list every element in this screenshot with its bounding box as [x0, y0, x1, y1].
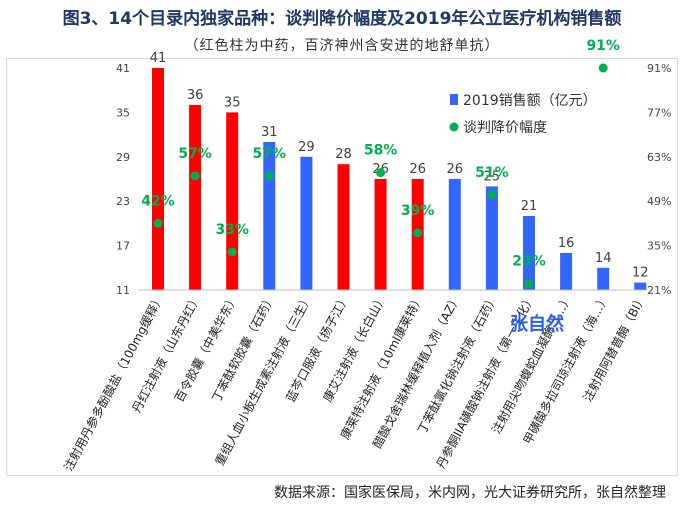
- legend-dot-swatch: [449, 122, 459, 132]
- right-axis: 21% 35% 49% 63% 77% 91%: [647, 62, 671, 297]
- discount-label: 57%: [253, 146, 287, 162]
- discount-point: [487, 190, 497, 200]
- left-tick-label: 35: [116, 106, 130, 119]
- bar: [189, 105, 202, 290]
- data-source: 数据来源：国家医保局，米内网，光大证券研究所，张自然整理: [274, 485, 666, 501]
- bar: [226, 112, 239, 291]
- chart-subtitle: （红色柱为中药，百济神州含安进的地舒单抗）: [184, 38, 500, 54]
- legend-bar-swatch: [450, 94, 458, 105]
- bar-value-label: 26: [409, 162, 426, 177]
- bar-value-label: 16: [558, 236, 575, 251]
- bar: [597, 267, 610, 290]
- discount-series: 42% 57% 33% 57% 58% 39% 51% 23% 91%: [141, 38, 620, 289]
- bar: [337, 164, 350, 290]
- discount-label: 39%: [401, 203, 435, 219]
- bar-value-labels: 4136353129282626262521161412: [150, 51, 649, 281]
- left-tick-label: 23: [116, 195, 130, 208]
- discount-label: 91%: [586, 38, 620, 54]
- discount-point: [190, 171, 200, 181]
- bar-value-label: 41: [150, 51, 167, 66]
- right-tick-label: 91%: [647, 62, 671, 75]
- watermark: 张自然: [510, 313, 564, 335]
- bar: [263, 142, 276, 290]
- left-tick-label: 17: [116, 240, 130, 253]
- bar-value-label: 25: [484, 169, 501, 184]
- bar: [448, 179, 461, 290]
- bar-value-label: 29: [298, 140, 315, 155]
- legend-dot-label: 谈判降价幅度: [463, 120, 547, 136]
- plot-frame: [6, 58, 678, 476]
- bar: [374, 179, 387, 290]
- discount-label: 42%: [141, 193, 175, 209]
- discount-point: [227, 247, 237, 257]
- bar: [560, 253, 573, 290]
- right-tick-label: 49%: [647, 195, 671, 208]
- left-tick-label: 41: [116, 62, 130, 75]
- legend: 2019销售额（亿元） 谈判降价幅度: [449, 93, 597, 136]
- discount-point: [413, 228, 423, 238]
- bar-value-label: 21: [521, 199, 538, 214]
- right-tick-label: 21%: [647, 284, 671, 297]
- right-tick-label: 63%: [647, 151, 671, 164]
- bar-value-label: 35: [224, 95, 241, 110]
- left-axis: 11 17 23 29 35 41: [116, 62, 130, 297]
- discount-point: [524, 279, 534, 289]
- right-tick-label: 35%: [647, 240, 671, 253]
- bar: [523, 216, 535, 290]
- discount-label: 23%: [512, 254, 546, 270]
- discount-label: 51%: [475, 165, 509, 181]
- right-tick-label: 77%: [647, 106, 671, 119]
- bar: [152, 68, 164, 290]
- bar-value-label: 31: [261, 125, 278, 140]
- discount-point: [264, 171, 274, 181]
- legend-bar-label: 2019销售额（亿元）: [463, 93, 597, 109]
- discount-point: [598, 63, 608, 73]
- left-tick-label: 11: [116, 284, 130, 297]
- bar: [300, 156, 313, 290]
- discount-label: 58%: [364, 143, 398, 159]
- bar-value-label: 12: [632, 266, 649, 281]
- discount-label: 57%: [178, 146, 212, 162]
- discount-label: 33%: [215, 222, 249, 238]
- bar-value-label: 14: [595, 251, 612, 266]
- left-tick-label: 29: [116, 151, 130, 164]
- bar-value-label: 28: [335, 147, 352, 162]
- bar: [634, 282, 647, 290]
- chart-title: 图3、14个目录内独家品种：谈判降价幅度及2019年公立医疗机构销售额: [62, 9, 622, 29]
- category-label: 丹红注射液（山东丹红）: [129, 291, 204, 415]
- discount-point: [376, 168, 386, 178]
- bar-value-label: 26: [447, 162, 464, 177]
- bar-value-label: 36: [187, 88, 204, 103]
- bar: [485, 186, 498, 290]
- discount-point: [153, 218, 163, 228]
